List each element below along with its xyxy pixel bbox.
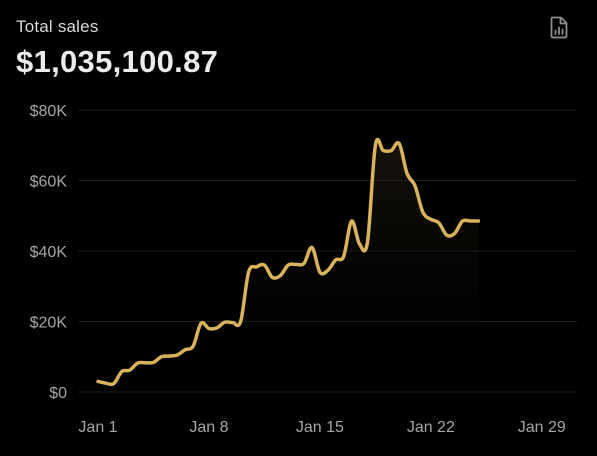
x-tick-label: Jan 8	[189, 419, 228, 436]
file-chart-icon	[550, 16, 568, 39]
y-tick-label: $80K	[30, 103, 68, 120]
y-tick-label: $40K	[30, 244, 68, 261]
y-tick-label: $20K	[30, 315, 68, 332]
sales-line	[96, 137, 481, 387]
card-title: Total sales	[16, 17, 99, 36]
x-tick-label: Jan 1	[78, 419, 117, 436]
report-button[interactable]	[546, 14, 572, 40]
total-sales-value: $1,035,100.87	[16, 44, 219, 79]
y-tick-label: $0	[49, 385, 67, 402]
x-tick-label: Jan 15	[296, 419, 344, 436]
y-tick-label: $60K	[30, 174, 68, 191]
x-tick-label: Jan 29	[518, 419, 566, 436]
x-tick-label: Jan 22	[407, 419, 455, 436]
